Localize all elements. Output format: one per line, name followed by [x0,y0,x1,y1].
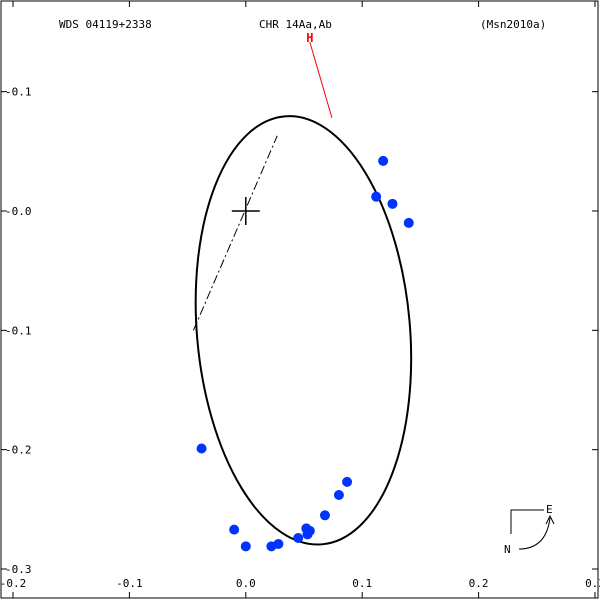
observation-point [240,541,251,552]
compass-north-label: N [504,543,511,556]
observation-point [293,532,304,543]
x-tick-label: -0.1 [116,577,143,590]
observation-point [266,541,277,552]
observation-point [371,191,382,202]
compass-arrowhead [545,514,555,525]
x-tick-label: 0.3 [585,577,600,590]
observation-point [333,490,344,501]
observation-point [403,217,414,228]
pair-designation: CHR 14Aa,Ab [259,18,332,31]
observation-point [196,443,207,454]
line-of-nodes [192,135,278,331]
observation-point [229,524,240,535]
y-tick-label: -0.3 [5,563,32,576]
observation-point [319,510,330,521]
observation-point [378,155,389,166]
x-tick-label: -0.2 [0,577,26,590]
hipparcos-residual-line [309,41,333,119]
x-tick-label: 0.2 [469,577,489,590]
compass-arc [518,517,551,550]
observation-point [387,198,398,209]
x-tick-label: 0.0 [236,577,256,590]
observation-points [196,155,414,552]
y-tick-label: -0.1 [5,86,32,99]
orbit-ellipse [194,115,413,546]
x-tick-label: 0.1 [352,577,372,590]
compass-axes [510,509,544,534]
observation-point [342,476,353,487]
observation-point [302,529,313,540]
compass-indicator: N E [504,503,555,556]
y-tick-label: -0.2 [5,444,32,457]
wds-identifier: WDS 04119+2338 [59,18,152,31]
compass-east-label: E [546,503,553,516]
hipparcos-label: H [306,31,313,45]
orbit-reference: (Msn2010a) [480,18,546,31]
y-tick-label: -0.0 [5,205,32,218]
y-tick-label: -0.1 [5,324,32,337]
orbit-layer: H [192,31,413,546]
